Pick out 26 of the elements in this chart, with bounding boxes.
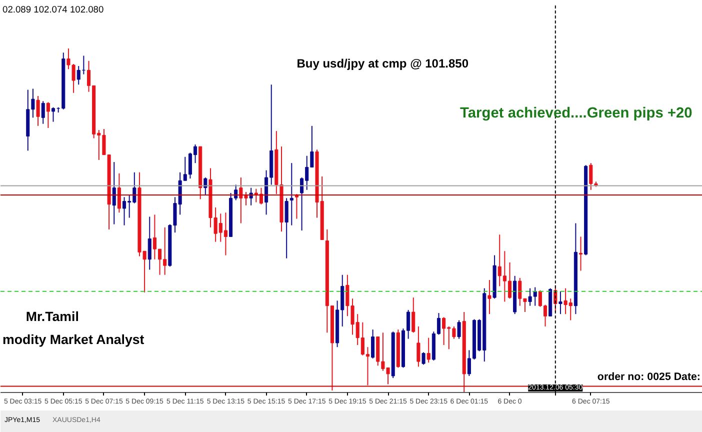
candlestick [422, 352, 426, 366]
candlestick [416, 326, 420, 368]
candlestick [290, 162, 294, 226]
candlestick [412, 297, 416, 334]
candlestick [41, 100, 45, 124]
candlestick [371, 329, 375, 359]
candlestick [148, 216, 152, 270]
text: 02.089 102.074 102.080 [2, 4, 104, 15]
candlestick [488, 280, 492, 315]
candlestick [457, 320, 461, 340]
annotation: Buy usd/jpy at cmp @ 101.850 [296, 56, 469, 71]
candlestick [204, 177, 208, 196]
candlestick [51, 106, 56, 122]
candlestick [558, 290, 562, 315]
candlestick [117, 172, 121, 214]
candlestick [249, 187, 253, 206]
annotation: order no: 0025 Date: [597, 371, 700, 384]
annotation: modity Market Analyst [2, 332, 145, 348]
candlestick [284, 198, 288, 259]
candlestick [36, 95, 40, 126]
annotation: Mr.Tamil [26, 308, 79, 324]
annotation: Target achieved....Green pips +20 [460, 106, 692, 122]
candlestick [426, 337, 430, 364]
candlestick [578, 236, 583, 272]
candlestick [112, 162, 116, 225]
candlestick [46, 102, 50, 128]
